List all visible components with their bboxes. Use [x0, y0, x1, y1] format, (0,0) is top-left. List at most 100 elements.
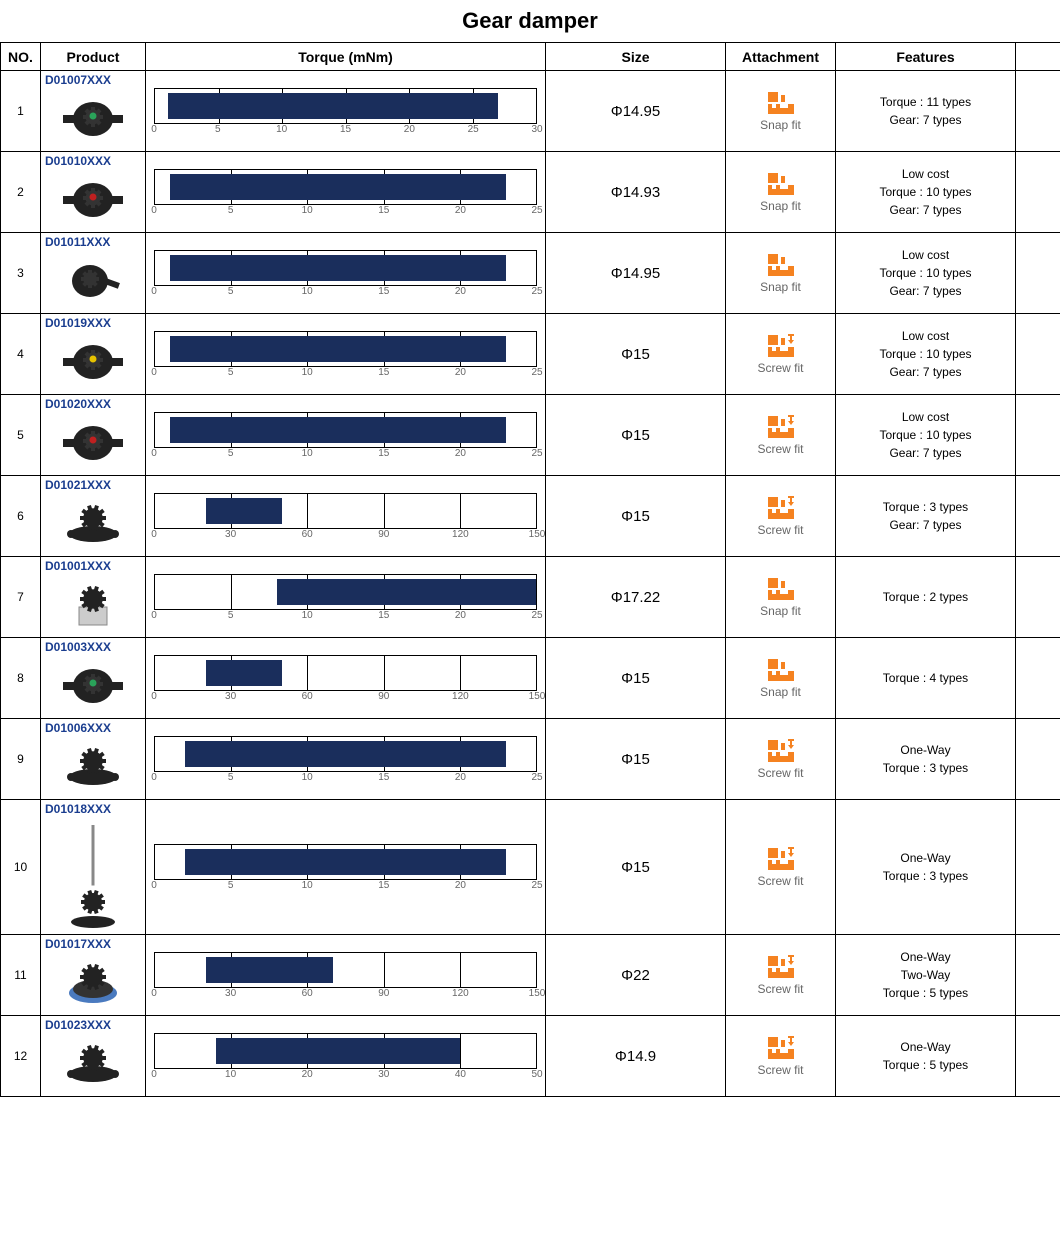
torque-bar: [206, 660, 282, 686]
product-image: [41, 577, 145, 633]
product-image: [41, 172, 145, 228]
torque-cell: 0510152025: [146, 557, 546, 638]
header-attachment: Attachment: [726, 43, 836, 71]
attachment-label: Snap fit: [726, 199, 835, 213]
table-row: 12 D01023XXX 01020304050 Φ14.9: [1, 1016, 1060, 1097]
product-image: [41, 415, 145, 471]
size-value: Φ15: [546, 638, 726, 719]
torque-cell: 0510152025: [146, 152, 546, 233]
table-row: 5 D01020XXX 0510152025 Φ15 Scre: [1, 395, 1060, 476]
attachment-cell: Snap fit: [726, 152, 836, 233]
row-number: 6: [1, 476, 41, 557]
extra-cell: [1016, 935, 1060, 1016]
torque-bar: [206, 957, 333, 983]
product-code-link[interactable]: D01006XXX: [41, 719, 145, 737]
product-code-link[interactable]: D01019XXX: [41, 314, 145, 332]
product-cell: D01019XXX: [41, 314, 146, 395]
torque-bar: [277, 579, 536, 605]
size-value: Φ15: [546, 314, 726, 395]
product-code-link[interactable]: D01011XXX: [41, 233, 145, 251]
product-image: [41, 658, 145, 714]
product-cell: D01018XXX: [41, 800, 146, 935]
extra-cell: [1016, 638, 1060, 719]
size-value: Φ15: [546, 800, 726, 935]
table-row: 3 D01011XXX 0510152025 Φ14.95 Snap fit L…: [1, 233, 1060, 314]
row-number: 4: [1, 314, 41, 395]
product-image: [41, 496, 145, 552]
torque-axis: 0306090120150: [154, 988, 537, 1002]
snap-fit-icon: [766, 171, 796, 197]
torque-axis: 0510152025: [154, 205, 537, 219]
extra-cell: [1016, 557, 1060, 638]
extra-cell: [1016, 1016, 1060, 1097]
product-cell: D01010XXX: [41, 152, 146, 233]
size-value: Φ15: [546, 395, 726, 476]
product-code-link[interactable]: D01018XXX: [41, 800, 145, 818]
torque-axis: 0306090120150: [154, 529, 537, 543]
attachment-cell: Screw fit: [726, 1016, 836, 1097]
torque-bar: [170, 336, 505, 362]
product-cell: D01020XXX: [41, 395, 146, 476]
product-code-link[interactable]: D01020XXX: [41, 395, 145, 413]
torque-chart: [154, 88, 537, 124]
torque-chart: [154, 412, 537, 448]
snap-fit-icon: [766, 576, 796, 602]
header-features: Features: [836, 43, 1016, 71]
torque-axis: 01020304050: [154, 1069, 537, 1083]
attachment-cell: Snap fit: [726, 233, 836, 314]
row-number: 5: [1, 395, 41, 476]
attachment-cell: Screw fit: [726, 314, 836, 395]
torque-chart: [154, 250, 537, 286]
snap-fit-icon: [766, 657, 796, 683]
feature-line: Torque : 3 types: [840, 498, 1011, 516]
feature-line: Torque : 3 types: [840, 867, 1011, 885]
torque-axis: 0510152025: [154, 448, 537, 462]
torque-axis: 0306090120150: [154, 691, 537, 705]
table-row: 6 D01021XXX 0306090120150 Φ15 S: [1, 476, 1060, 557]
row-number: 8: [1, 638, 41, 719]
feature-line: Gear: 7 types: [840, 111, 1011, 129]
torque-cell: 01020304050: [146, 1016, 546, 1097]
feature-line: Torque : 2 types: [840, 588, 1011, 606]
torque-cell: 0306090120150: [146, 476, 546, 557]
torque-chart: [154, 493, 537, 529]
product-code-link[interactable]: D01001XXX: [41, 557, 145, 575]
torque-bar: [216, 1038, 460, 1064]
table-row: 9 D01006XXX 0510152025 Φ15 Scre: [1, 719, 1060, 800]
attachment-label: Screw fit: [726, 982, 835, 996]
product-code-link[interactable]: D01017XXX: [41, 935, 145, 953]
extra-cell: [1016, 395, 1060, 476]
extra-cell: [1016, 152, 1060, 233]
table-row: 2 D01010XXX 0510152025 Φ14.93 Snap fit: [1, 152, 1060, 233]
product-image: [41, 334, 145, 390]
features-cell: Low costTorque : 10 typesGear: 7 types: [836, 314, 1016, 395]
screw-fit-icon: [766, 954, 796, 980]
attachment-cell: Screw fit: [726, 800, 836, 935]
product-code-link[interactable]: D01007XXX: [41, 71, 145, 89]
torque-bar: [170, 417, 505, 443]
torque-axis: 051015202530: [154, 124, 537, 138]
feature-line: Torque : 10 types: [840, 183, 1011, 201]
product-code-link[interactable]: D01021XXX: [41, 476, 145, 494]
attachment-label: Screw fit: [726, 874, 835, 888]
features-cell: One-WayTorque : 3 types: [836, 800, 1016, 935]
product-code-link[interactable]: D01023XXX: [41, 1016, 145, 1034]
screw-fit-icon: [766, 495, 796, 521]
row-number: 1: [1, 71, 41, 152]
feature-line: Gear: 7 types: [840, 201, 1011, 219]
product-code-link[interactable]: D01010XXX: [41, 152, 145, 170]
attachment-label: Screw fit: [726, 766, 835, 780]
feature-line: Gear: 7 types: [840, 282, 1011, 300]
product-image: [41, 739, 145, 795]
torque-cell: 0510152025: [146, 233, 546, 314]
product-image: [41, 820, 145, 930]
product-code-link[interactable]: D01003XXX: [41, 638, 145, 656]
feature-line: Gear: 7 types: [840, 516, 1011, 534]
size-value: Φ14.93: [546, 152, 726, 233]
feature-line: Low cost: [840, 165, 1011, 183]
table-row: 4 D01019XXX 0510152025 Φ15 Scre: [1, 314, 1060, 395]
size-value: Φ22: [546, 935, 726, 1016]
product-cell: D01001XXX: [41, 557, 146, 638]
torque-chart: [154, 169, 537, 205]
table-row: 10 D01018XXX 0510152025 Φ15 Screw fit: [1, 800, 1060, 935]
